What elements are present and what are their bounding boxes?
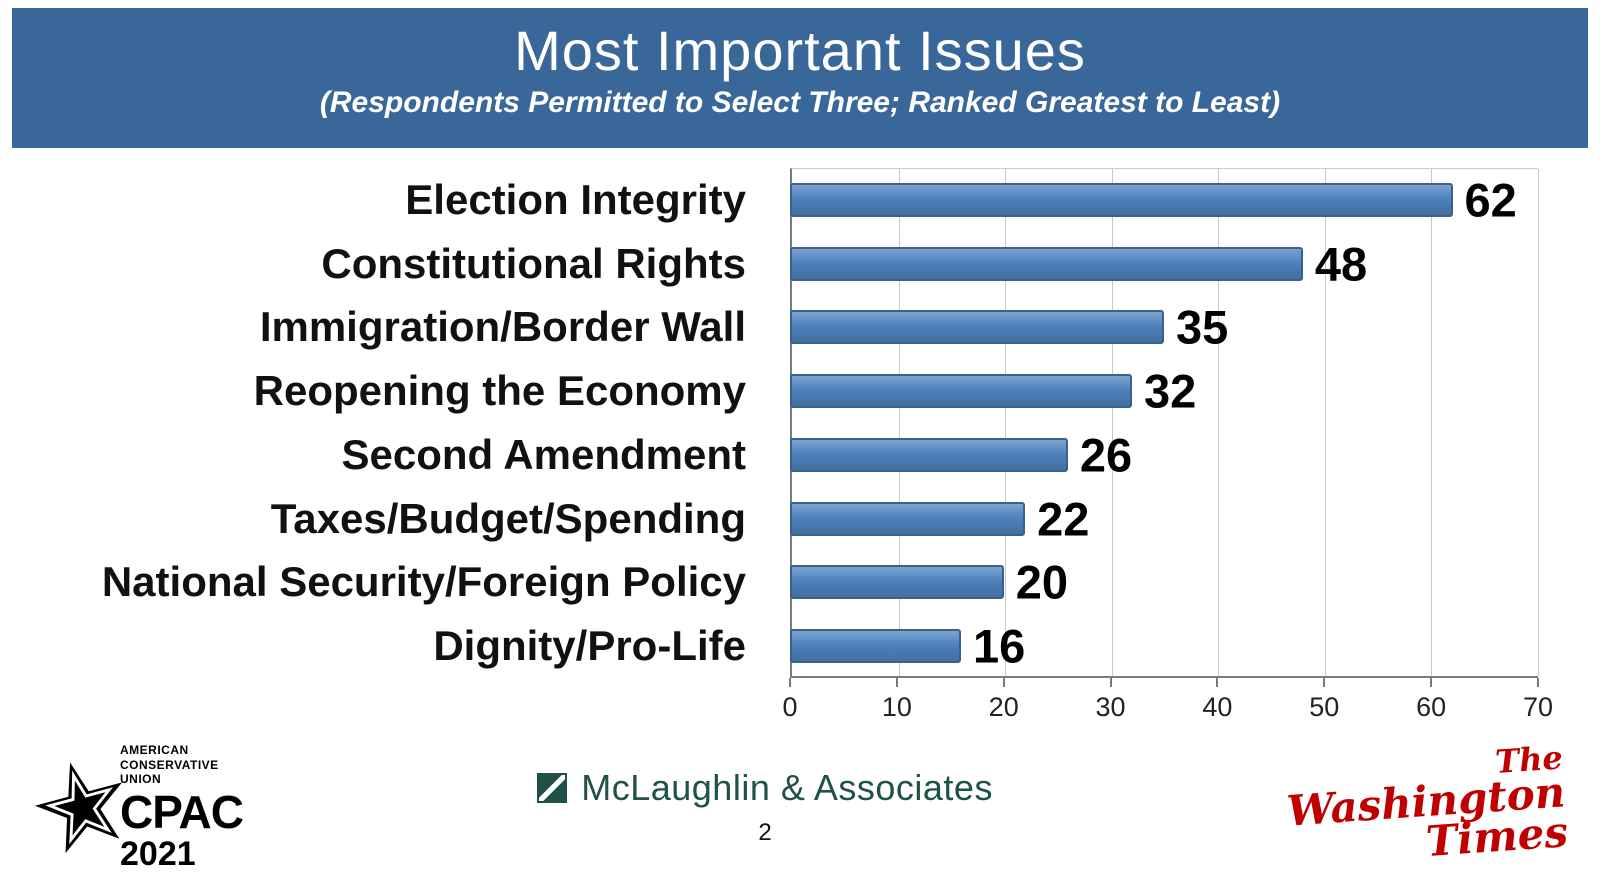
value-label: 22: [1037, 492, 1090, 546]
chart-row: Election Integrity 62: [0, 168, 1538, 232]
chart-row: National Security/Foreign Policy 20: [0, 551, 1538, 615]
washington-times-logo: The Washington Times: [1284, 738, 1570, 871]
cpac-org-line: CONSERVATIVE: [120, 757, 219, 772]
x-axis: 0 10 20 30 40 50 60 70: [782, 678, 1553, 732]
x-tick-mark: [1109, 678, 1112, 687]
page-number: 2: [758, 819, 772, 846]
gridline: [1005, 169, 1007, 676]
x-tick-label: 60: [1416, 692, 1447, 722]
source-name: McLaughlin & Associates: [581, 767, 993, 808]
chart-row: Immigration/Border Wall 35: [0, 296, 1538, 360]
slide-footer: AMERICAN CONSERVATIVE UNION CPAC 2021 Mc…: [0, 732, 1600, 882]
slide-subtitle: (Respondents Permitted to Select Three; …: [319, 85, 1281, 119]
slide-title: Most Important Issues: [514, 19, 1086, 82]
bar: [790, 310, 1164, 345]
cpac-year: 2021: [120, 834, 196, 873]
chart-row: Constitutional Rights 48: [0, 232, 1538, 296]
category-label: Immigration/Border Wall: [259, 303, 746, 351]
x-tick-mark: [1323, 678, 1326, 687]
bar: [790, 182, 1453, 217]
x-tick-label: 40: [1202, 692, 1233, 722]
value-label: 16: [972, 619, 1026, 673]
gridline: [1538, 169, 1539, 676]
mclaughlin-logo-icon: [537, 773, 568, 803]
source-block: McLaughlin & Associates 2: [537, 767, 993, 847]
chart-row: Dignity/Pro-Life 16: [0, 614, 1538, 678]
chart-row: Reopening the Economy 32: [0, 359, 1538, 423]
bar: [790, 437, 1068, 472]
gridline: [1431, 169, 1433, 676]
cpac-star-icon: [34, 762, 123, 854]
bar-track: 20: [790, 551, 1538, 615]
gridline: [898, 169, 900, 676]
bar: [790, 246, 1303, 281]
gridline: [1111, 169, 1113, 676]
bar-track: 48: [790, 232, 1538, 296]
value-label: 48: [1314, 237, 1368, 291]
plot-area: [790, 168, 1539, 678]
bar-track: 22: [790, 487, 1538, 551]
x-tick-mark: [1216, 678, 1219, 687]
x-tick-mark: [789, 678, 791, 687]
cpac-logo: AMERICAN CONSERVATIVE UNION CPAC 2021: [34, 743, 244, 873]
x-tick-label: 50: [1309, 692, 1340, 722]
x-tick-mark: [1537, 678, 1539, 687]
cpac-org-line: AMERICAN: [120, 743, 189, 758]
category-label: Dignity/Pro-Life: [433, 622, 746, 670]
bar-track: 16: [790, 614, 1538, 678]
category-label: National Security/Foreign Policy: [101, 558, 746, 606]
cpac-org-line: UNION: [120, 772, 162, 787]
x-tick-mark: [1002, 678, 1005, 687]
bar: [790, 501, 1026, 536]
cpac-name: CPAC: [120, 785, 244, 838]
value-label: 26: [1079, 428, 1133, 482]
x-tick-mark: [1430, 678, 1433, 687]
x-tick-label: 70: [1522, 692, 1554, 722]
gridline: [1324, 169, 1326, 676]
bar: [790, 374, 1132, 409]
category-label: Second Amendment: [341, 430, 747, 478]
x-tick-label: 30: [1095, 692, 1126, 722]
slide-header: Most Important Issues (Respondents Permi…: [12, 8, 1588, 148]
gridline: [1218, 169, 1220, 676]
value-label: 20: [1015, 555, 1068, 609]
bar: [790, 629, 961, 664]
bar: [790, 565, 1004, 600]
x-tick-label: 0: [782, 692, 798, 722]
category-label: Reopening the Economy: [253, 367, 746, 415]
x-tick-label: 10: [881, 692, 912, 722]
category-label: Constitutional Rights: [321, 239, 746, 287]
chart-row: Taxes/Budget/Spending 22: [0, 487, 1538, 551]
chart-rows: Election Integrity 62 Constitutional Right…: [0, 168, 1538, 678]
cpac-text: AMERICAN CONSERVATIVE UNION CPAC 2021: [120, 743, 244, 873]
bar-chart: Election Integrity 62 Constitutional Right…: [0, 154, 1600, 732]
bar-track: 35: [790, 296, 1538, 360]
x-tick-label: 20: [988, 692, 1019, 722]
bar-track: 62: [790, 168, 1538, 232]
chart-row: Second Amendment 26: [0, 423, 1538, 487]
category-label: Election Integrity: [405, 175, 746, 223]
value-label: 35: [1176, 300, 1229, 354]
bar-track: 32: [790, 359, 1538, 423]
value-label: 62: [1464, 173, 1517, 227]
value-label: 32: [1143, 364, 1197, 418]
bar-track: 26: [790, 423, 1538, 487]
category-label: Taxes/Budget/Spending: [270, 494, 746, 542]
x-tick-mark: [895, 678, 898, 687]
